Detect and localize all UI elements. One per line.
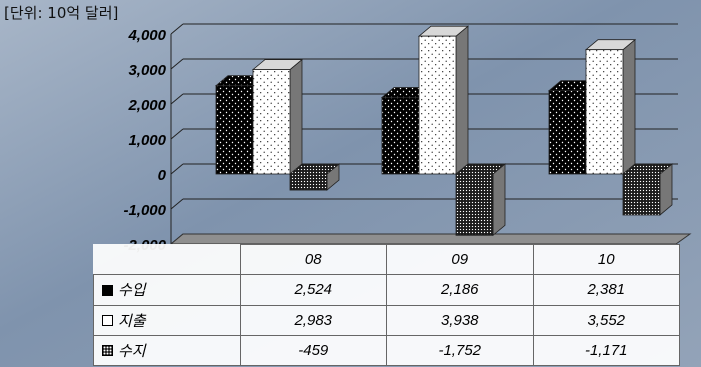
category-label-2: 10: [532, 243, 680, 276]
series-name-income: 수입: [118, 281, 146, 300]
gridline-diag-4: [170, 163, 184, 175]
data-label-expend-2: 3,552: [532, 304, 680, 336]
bar-front-balance-10: [622, 173, 661, 216]
table-header-row: 08 09 10: [93, 243, 680, 276]
bar-front-income-08: [215, 85, 254, 175]
data-label-income-0: 2,524: [239, 274, 387, 306]
bars: [214, 25, 674, 237]
floor-plane: [169, 233, 692, 245]
bar-front-expend-08: [252, 69, 291, 175]
bar-side-expend-09: [455, 25, 469, 175]
legend-income: 수입: [93, 274, 241, 306]
bar-side-balance-09: [492, 163, 506, 237]
series-name-balance: 수지: [118, 341, 146, 360]
legend-swatch-income: [102, 284, 113, 296]
gridline-diag-2: [170, 93, 184, 105]
table-row-balance: 수지 -459 -1,752 -1,171: [93, 334, 680, 367]
data-label-balance-1: -1,752: [386, 334, 534, 367]
table-row-income: 수입 2,524 2,186 2,381: [93, 274, 680, 306]
chart-floor: [169, 233, 692, 245]
category-label-0: 08: [239, 243, 387, 276]
y-tick-label-2: 2,000: [127, 97, 166, 114]
legend-swatch-expend: [102, 315, 113, 327]
gridline-diag-5: [170, 198, 184, 210]
data-label-income-1: 2,186: [386, 274, 534, 306]
data-label-income-2: 2,381: [532, 274, 680, 306]
gridline-diag-1: [170, 58, 184, 70]
bar-front-income-10: [548, 90, 587, 175]
gridline-diag-0: [170, 23, 184, 35]
bar-side-expend-08: [289, 58, 303, 175]
legend-balance: 수지: [93, 334, 241, 367]
category-label-1: 09: [386, 243, 534, 276]
data-table: 08 09 10 수입 2,524 2,186 2,381 지출 2,983 3…: [93, 243, 680, 367]
bar-balance-08: [288, 163, 341, 191]
series-name-expend: 지출: [118, 311, 146, 330]
bar-expend-08: [251, 58, 304, 175]
y-tick-label-5: -1,000: [123, 202, 166, 219]
y-tick-label-4: 0: [158, 167, 167, 184]
data-label-balance-0: -459: [239, 334, 387, 367]
data-label-expend-0: 2,983: [239, 304, 387, 336]
bar-expend-09: [417, 25, 470, 175]
gridline-diag-3: [170, 128, 184, 140]
bar-balance-10: [621, 163, 674, 216]
bar-front-balance-08: [289, 173, 328, 191]
bar-front-expend-10: [585, 49, 624, 175]
bar-front-income-09: [381, 97, 420, 175]
table-row-expend: 지출 2,983 3,938 3,552: [93, 304, 680, 336]
data-label-balance-2: -1,171: [532, 334, 680, 367]
y-tick-label-0: 4,000: [127, 27, 166, 44]
legend-swatch-balance: [102, 345, 113, 357]
y-tick-label-3: 1,000: [128, 132, 166, 149]
data-label-expend-1: 3,938: [386, 304, 534, 336]
bar-front-expend-09: [418, 35, 457, 175]
y-tick-label-1: 3,000: [128, 62, 166, 79]
table-corner: [93, 244, 241, 276]
bar-front-balance-09: [455, 173, 494, 236]
bar-expend-10: [584, 38, 637, 175]
bar-balance-09: [454, 163, 507, 237]
legend-expend: 지출: [93, 304, 241, 336]
bar-side-expend-10: [622, 38, 636, 175]
unit-label: [단위: 10억 달러]: [4, 4, 119, 22]
